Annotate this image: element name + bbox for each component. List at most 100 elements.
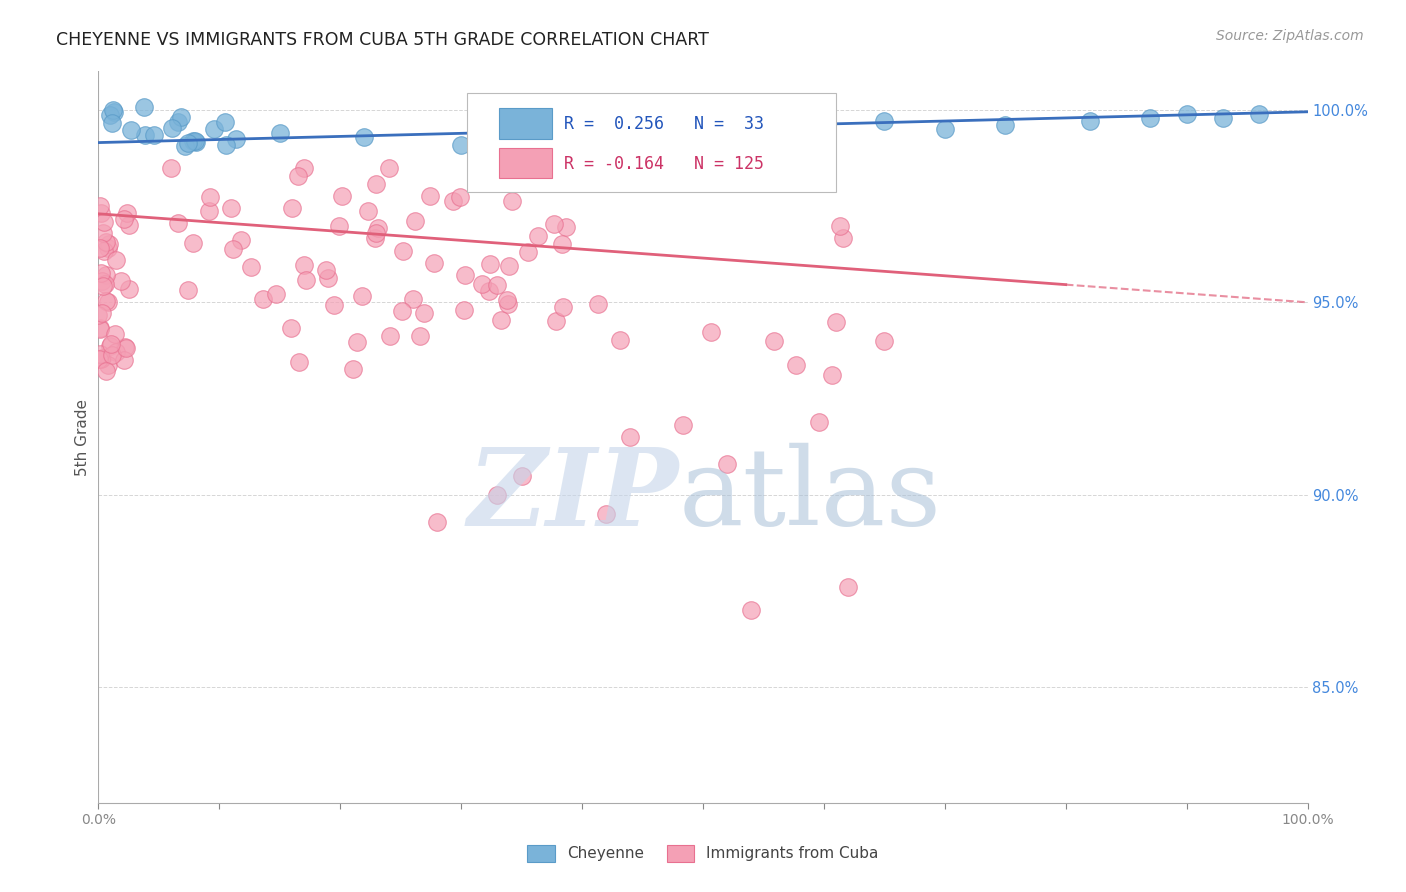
Point [269, 126, 291, 140]
FancyBboxPatch shape [467, 94, 837, 192]
Point [485, 278, 508, 293]
Point [392, 244, 415, 259]
Point [419, 188, 441, 202]
Point [98, 237, 121, 252]
Point [176, 283, 198, 297]
Point [134, 128, 156, 142]
Point [1212, 111, 1234, 125]
Point [1078, 114, 1101, 128]
Point [103, 104, 125, 119]
Point [825, 315, 848, 329]
Point [315, 262, 337, 277]
Point [96, 268, 118, 283]
Point [586, 297, 609, 311]
Point [94, 364, 117, 378]
Y-axis label: 5th Grade: 5th Grade [75, 399, 90, 475]
Point [391, 304, 413, 318]
Point [821, 368, 844, 382]
Point [619, 430, 641, 444]
Point [353, 129, 375, 144]
Point [364, 231, 387, 245]
Point [527, 228, 550, 243]
Point [198, 203, 221, 218]
Legend: Cheyenne, Immigrants from Cuba: Cheyenne, Immigrants from Cuba [522, 838, 884, 868]
Point [551, 237, 574, 252]
Point [426, 515, 449, 529]
Point [454, 268, 477, 283]
Point [89, 322, 111, 336]
Point [94, 235, 117, 249]
Point [441, 194, 464, 209]
Point [222, 242, 245, 256]
Point [160, 120, 183, 135]
Point [96, 240, 118, 254]
Point [110, 275, 132, 289]
Point [98, 339, 121, 353]
Point [112, 211, 135, 226]
Point [97, 359, 120, 373]
Point [89, 346, 111, 360]
Point [873, 114, 896, 128]
FancyBboxPatch shape [499, 108, 553, 139]
Point [832, 230, 855, 244]
Point [1249, 106, 1271, 120]
Point [132, 100, 155, 114]
Point [292, 258, 315, 272]
Point [160, 161, 183, 175]
Point [89, 199, 111, 213]
Point [252, 293, 274, 307]
FancyBboxPatch shape [499, 147, 553, 178]
Point [496, 297, 519, 311]
Point [94, 294, 117, 309]
Point [181, 236, 204, 251]
Point [934, 122, 956, 136]
Point [364, 177, 387, 191]
Point [517, 244, 540, 259]
Point [316, 271, 339, 285]
Point [346, 335, 368, 350]
Point [830, 219, 852, 234]
Point [356, 204, 378, 219]
Point [280, 321, 302, 335]
Point [94, 277, 117, 291]
Point [89, 241, 111, 255]
Point [295, 273, 318, 287]
Point [280, 201, 302, 215]
Point [104, 253, 127, 268]
Point [167, 216, 190, 230]
Point [100, 116, 122, 130]
Point [184, 134, 207, 148]
Point [323, 298, 346, 312]
Point [551, 300, 574, 314]
Point [837, 580, 859, 594]
Text: Source: ZipAtlas.com: Source: ZipAtlas.com [1216, 29, 1364, 43]
Point [104, 326, 127, 341]
Point [90, 267, 112, 281]
Text: R = -0.164   N = 125: R = -0.164 N = 125 [564, 154, 763, 173]
Point [367, 221, 389, 235]
Point [114, 340, 136, 354]
Point [170, 110, 193, 124]
Point [763, 334, 786, 348]
Point [567, 174, 589, 188]
Point [745, 161, 768, 175]
Point [264, 287, 287, 301]
Point [510, 468, 533, 483]
Point [101, 103, 124, 117]
Point [546, 314, 568, 328]
Point [449, 190, 471, 204]
Point [287, 355, 309, 369]
Point [471, 277, 494, 291]
Point [740, 603, 762, 617]
Point [477, 284, 499, 298]
Point [450, 137, 472, 152]
Point [555, 219, 578, 234]
Point [225, 132, 247, 146]
Point [380, 329, 402, 343]
Point [143, 128, 166, 142]
Point [117, 219, 139, 233]
Point [402, 292, 425, 306]
Point [181, 135, 204, 149]
Point [215, 137, 238, 152]
Point [661, 161, 683, 175]
